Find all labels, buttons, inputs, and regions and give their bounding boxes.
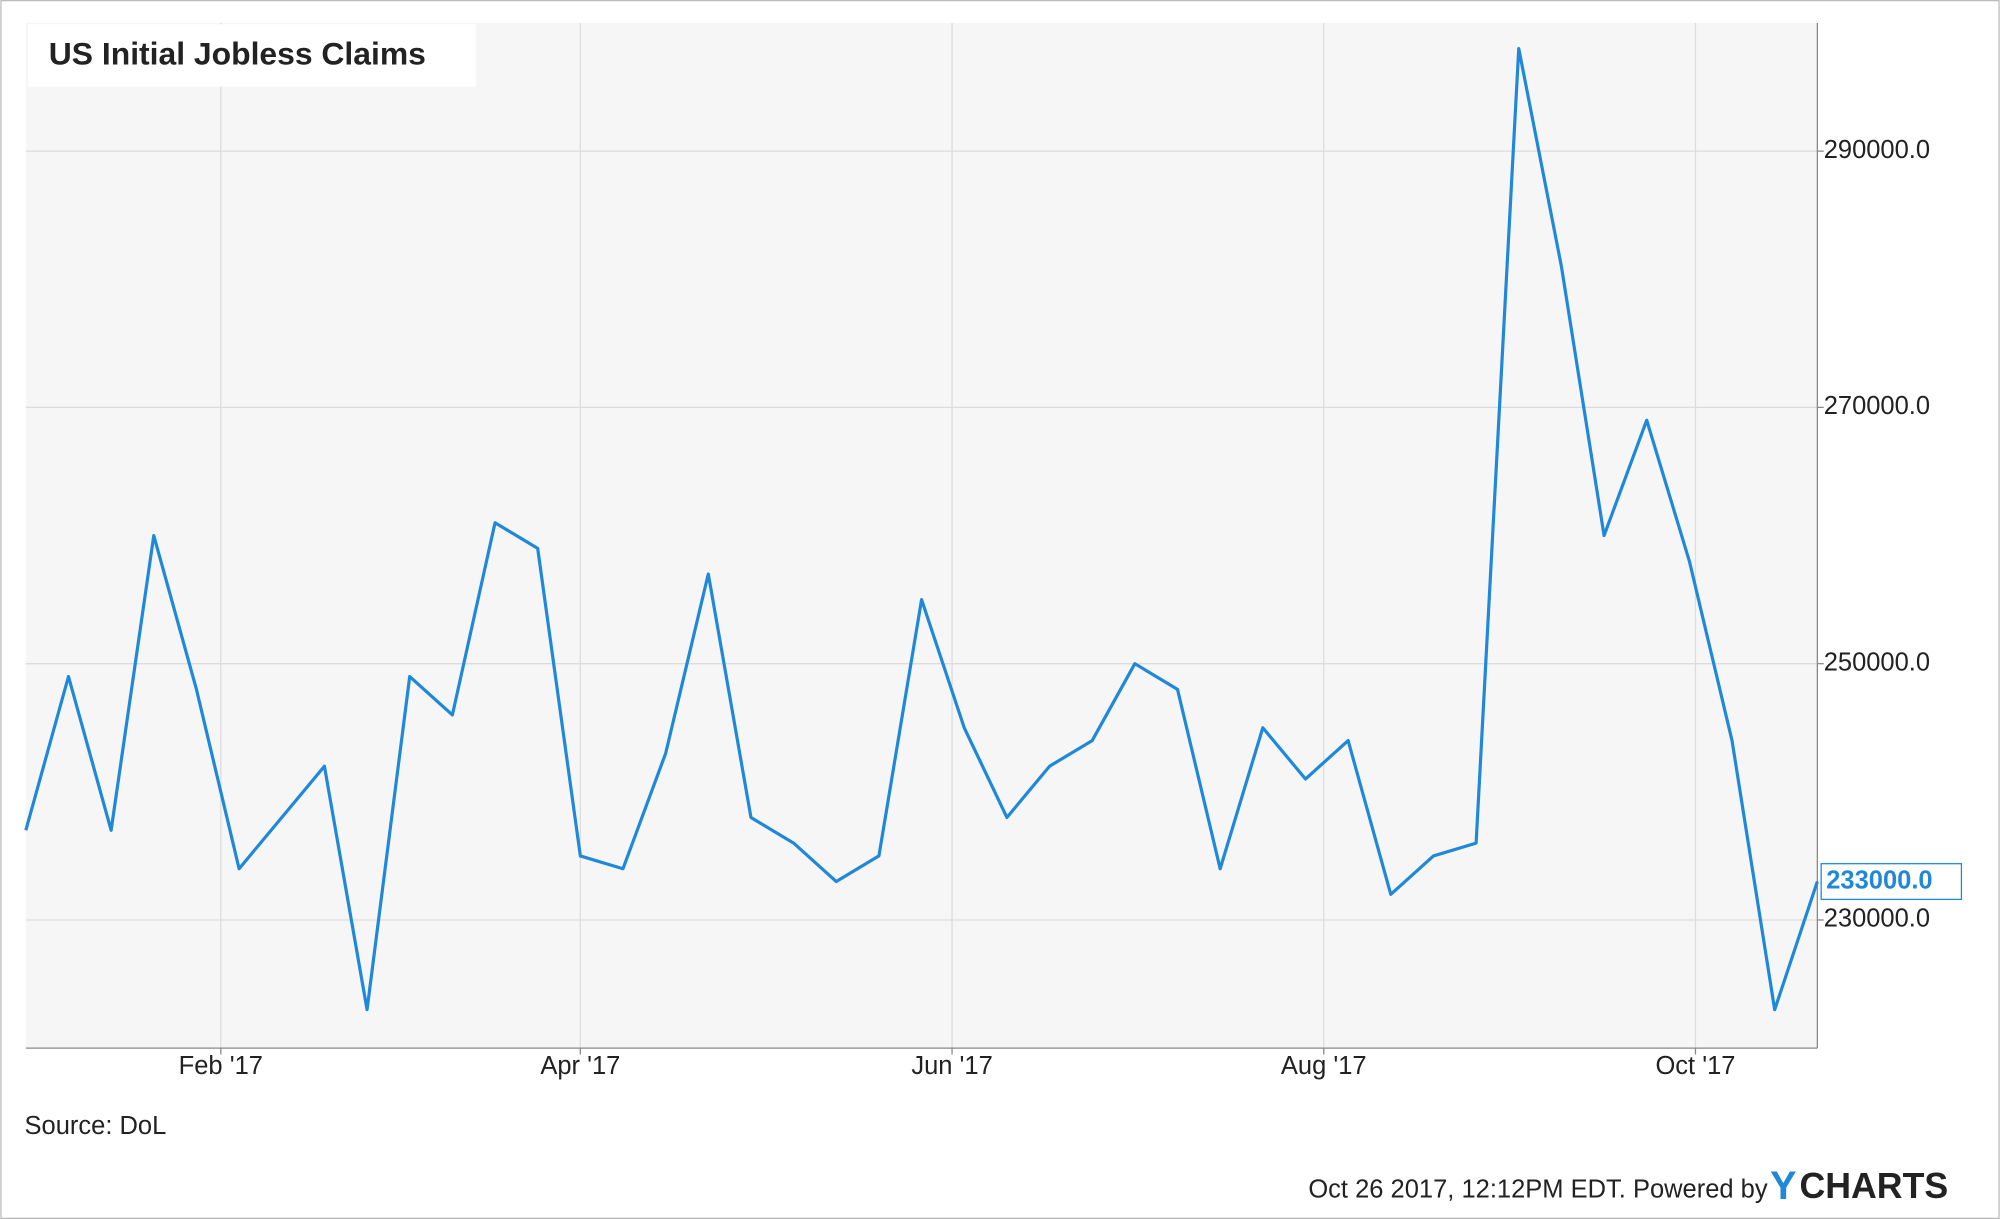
timestamp: Oct 26 2017, 12:12PM EDT. Powered by xyxy=(1308,1176,1767,1204)
logo-rest: CHARTS xyxy=(1799,1166,1948,1206)
chart-title: US Initial Jobless Claims xyxy=(49,36,426,72)
y-tick-label: 250000.0 xyxy=(1824,648,1930,676)
y-tick-label: 270000.0 xyxy=(1824,392,1930,420)
x-tick-label: Aug '17 xyxy=(1281,1052,1367,1080)
value-label-box xyxy=(1820,863,1963,901)
title-box xyxy=(28,24,476,87)
y-tick-label: 230000.0 xyxy=(1824,905,1930,933)
x-tick-label: Jun '17 xyxy=(911,1052,992,1080)
source: Source: DoL xyxy=(25,1112,167,1140)
x-tick-label: Feb '17 xyxy=(179,1052,263,1080)
x-tick-label: Apr '17 xyxy=(540,1052,620,1080)
value-label: 233000.0 xyxy=(1826,866,1932,894)
line xyxy=(24,46,1819,1012)
x-tick-label: Oct '17 xyxy=(1655,1052,1735,1080)
plot-area xyxy=(25,22,1818,1049)
logo-y: Y xyxy=(1770,1164,1796,1208)
y-tick-label: 290000.0 xyxy=(1824,136,1930,164)
